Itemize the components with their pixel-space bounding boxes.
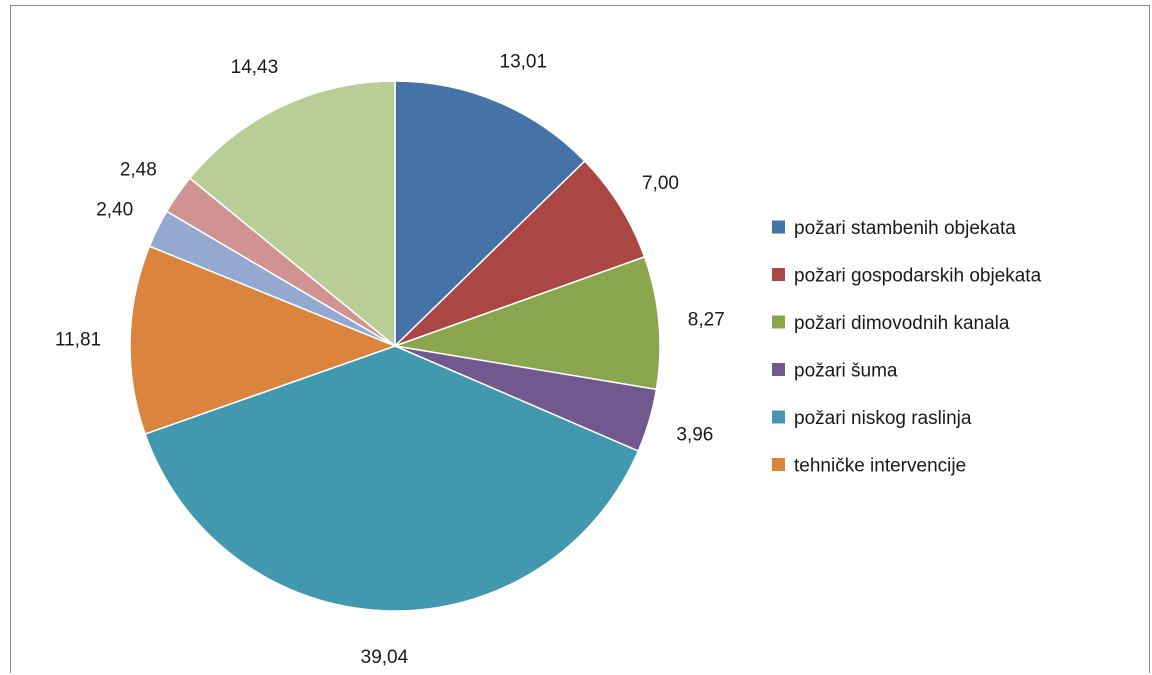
legend-swatch-5	[772, 458, 785, 471]
data-label-6: 2,40	[96, 200, 133, 221]
legend-swatch-3	[772, 363, 785, 376]
pie-slice-1	[394, 159, 646, 347]
data-label-7: 2,48	[120, 160, 157, 181]
legend-swatch-2	[772, 315, 785, 329]
data-label-4: 39,04	[361, 647, 409, 668]
pie-slice-8	[188, 80, 396, 348]
legend-label-0: požari stambenih objekata	[794, 218, 1016, 239]
pie-slice-4	[144, 345, 640, 612]
data-label-1: 7,00	[642, 173, 679, 194]
legend-swatch-1	[772, 268, 785, 281]
legend: požari stambenih objekata požari gospodar…	[772, 218, 1042, 477]
legend-swatch-0	[772, 220, 785, 234]
legend-swatch-4	[772, 410, 785, 424]
legend-label-1: požari gospodarskih objekata	[794, 266, 1042, 287]
legend-label-2: požari dimovodnih kanala	[794, 313, 1010, 334]
pie-slice-5	[129, 245, 398, 436]
legend-label-3: požari šuma	[794, 361, 898, 382]
legend-label-4: požari niskog raslinja	[794, 408, 972, 429]
pie-slices	[129, 80, 661, 612]
data-labels: 13,01 7,00 8,27 3,96 39,04 11,81 2,40 2,48 14,43	[55, 51, 725, 667]
data-label-8: 14,43	[231, 57, 279, 78]
data-label-0: 13,01	[500, 51, 548, 72]
pie-slice-0	[394, 80, 586, 348]
data-label-3: 3,96	[676, 424, 713, 445]
chart-frame	[10, 5, 1150, 673]
data-label-5: 11,81	[55, 330, 101, 351]
data-label-2: 8,27	[688, 309, 725, 330]
legend-label-5: tehničke intervencije	[794, 456, 966, 477]
